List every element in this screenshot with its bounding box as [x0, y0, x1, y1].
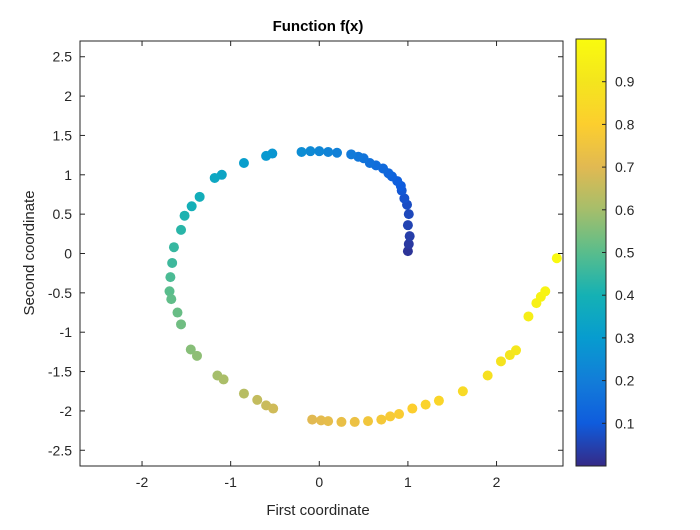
data-point	[394, 409, 405, 420]
data-point	[307, 414, 318, 425]
data-point	[261, 150, 272, 161]
y-tick-label: 1.5	[53, 127, 73, 143]
data-point	[268, 403, 279, 414]
data-point	[323, 146, 334, 157]
chart-title: Function f(x)	[273, 18, 364, 35]
x-tick-label: -1	[224, 474, 237, 490]
data-point	[238, 388, 249, 399]
x-tick-label: 0	[315, 474, 323, 490]
data-point	[252, 394, 263, 405]
colorbar-tick-label: 0.8	[615, 116, 635, 132]
y-tick-label: 2.5	[53, 49, 73, 65]
data-point	[296, 146, 307, 157]
y-tick-label: 2	[64, 88, 72, 104]
data-point	[305, 146, 316, 157]
data-point	[238, 157, 249, 168]
data-point	[540, 286, 551, 297]
data-point	[346, 149, 357, 160]
y-tick-label: 1	[64, 167, 72, 183]
data-point	[209, 172, 220, 183]
data-point	[407, 403, 418, 414]
colorbar-tick-label: 0.2	[615, 373, 635, 389]
data-point	[363, 416, 374, 427]
colorbar-tick-label: 0.4	[615, 287, 635, 303]
data-point	[185, 344, 196, 355]
y-tick-label: -1	[60, 324, 73, 340]
data-point	[164, 286, 175, 297]
data-point	[551, 253, 562, 264]
y-axis-label: Second coordinate	[21, 190, 38, 315]
data-point	[523, 311, 534, 322]
data-point	[179, 210, 190, 221]
x-tick-label: 1	[404, 474, 412, 490]
data-point	[420, 399, 431, 410]
data-point	[403, 209, 414, 220]
axes: -2 -1 0 1 2 -2.5 -2 -1.5 -1 -0.5 0 0.5 1 1.5 2 2.5	[48, 40, 564, 490]
data-point	[323, 416, 334, 427]
data-point	[176, 319, 187, 330]
data-points	[164, 146, 562, 427]
colorbar-tick-label: 0.7	[615, 159, 635, 175]
data-point	[402, 220, 413, 231]
data-point	[165, 272, 176, 283]
colorbar-scale	[575, 38, 607, 467]
data-point	[376, 414, 387, 425]
data-point	[403, 239, 414, 250]
data-point	[166, 294, 177, 305]
x-axis-label: First coordinate	[266, 502, 369, 519]
data-point	[385, 411, 396, 422]
data-point	[495, 356, 506, 367]
data-point	[168, 242, 179, 253]
data-point	[186, 201, 197, 212]
data-point	[457, 386, 468, 397]
data-point	[336, 416, 347, 427]
data-point	[191, 350, 202, 361]
x-tick-label: -2	[136, 474, 149, 490]
data-point	[349, 416, 360, 427]
data-point	[332, 147, 343, 158]
colorbar: 0.1 0.2 0.3 0.4 0.5 0.6 0.7 0.8 0.9	[575, 38, 635, 467]
colorbar-tick-label: 0.9	[615, 74, 635, 90]
data-point	[172, 307, 183, 318]
data-point	[176, 224, 187, 235]
plot-frame	[79, 40, 564, 467]
data-point	[218, 374, 229, 385]
data-point	[482, 370, 493, 381]
data-point	[399, 193, 410, 204]
y-tick-label: -2	[60, 403, 73, 419]
y-tick-label: 0.5	[53, 206, 73, 222]
colorbar-tick-label: 0.1	[615, 415, 635, 431]
data-point	[433, 395, 444, 406]
data-point	[404, 231, 415, 242]
y-tick-label: -1.5	[48, 364, 72, 380]
y-tick-label: 0	[64, 246, 72, 262]
x-tick-label: 2	[493, 474, 501, 490]
colorbar-tick-label: 0.3	[615, 330, 635, 346]
colorbar-tick-label: 0.6	[615, 202, 635, 218]
data-point	[167, 257, 178, 268]
colorbar-tick-label: 0.5	[615, 245, 635, 261]
data-point	[314, 146, 325, 157]
data-point	[511, 345, 522, 356]
y-tick-label: -0.5	[48, 285, 72, 301]
y-tick-label: -2.5	[48, 442, 72, 458]
data-point	[194, 191, 205, 202]
